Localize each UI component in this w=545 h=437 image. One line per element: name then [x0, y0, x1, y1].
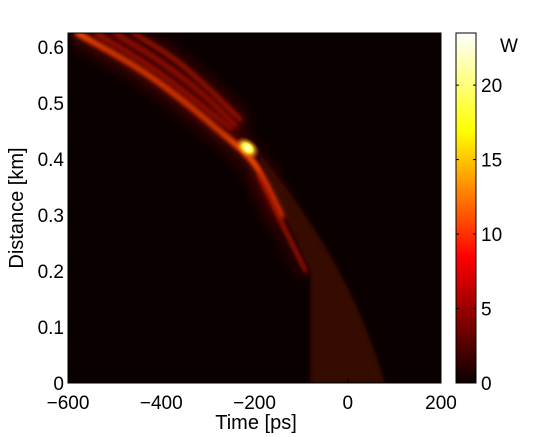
y-tick-label: 0.3: [38, 206, 64, 227]
y-axis-label: Distance [km]: [6, 147, 28, 268]
colorbar-tick-label: 10: [481, 225, 502, 246]
heatmap-background-lobe: [254, 147, 386, 383]
colorbar: [455, 32, 477, 384]
y-tick-label: 0: [53, 374, 64, 395]
colorbar-ticks: 0 5 10 15 20: [456, 76, 502, 395]
x-tick-label: 0: [342, 393, 353, 414]
x-axis-label: Time [ps]: [215, 412, 297, 434]
colorbar-tick-label: 20: [481, 76, 502, 97]
heatmap-strand-core: [76, 33, 284, 216]
heatmap-strand: [93, 33, 234, 131]
y-tick-label: 0.5: [38, 94, 64, 115]
colorbar-tick-label: 15: [481, 151, 502, 172]
colorbar-label: W: [500, 36, 518, 57]
y-tick-label: 0.4: [38, 150, 65, 171]
colorbar-tick-label: 5: [481, 300, 492, 321]
heatmap-strand: [112, 33, 238, 128]
x-tick-label: −600: [47, 393, 90, 414]
y-tick-label: 0.6: [38, 38, 64, 59]
colorbar-tick-label: 0: [481, 374, 492, 395]
y-tick-label: 0.2: [38, 262, 64, 283]
y-tick-label: 0.1: [38, 318, 64, 339]
x-axis: −600 −400 −200 0 200: [47, 33, 457, 414]
heatmap-strand: [131, 33, 243, 122]
x-tick-label: 200: [425, 393, 457, 414]
x-tick-label: −400: [140, 393, 183, 414]
heatmap-features: [68, 33, 386, 383]
plot-area: [68, 33, 441, 383]
y-axis: 0 0.1 0.2 0.3 0.4 0.5 0.6: [38, 38, 441, 395]
x-tick-label: −200: [233, 393, 276, 414]
heatmap-strand: [257, 174, 308, 273]
heatmap-peak: [235, 136, 260, 159]
